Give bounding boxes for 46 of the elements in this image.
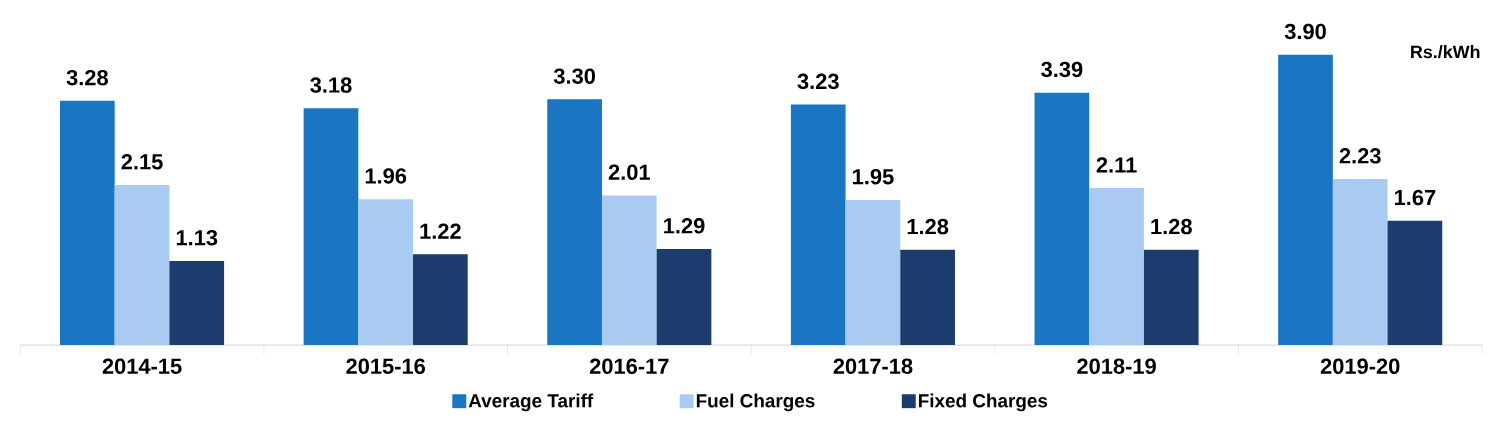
bar <box>900 249 955 346</box>
bar <box>1089 188 1144 346</box>
bar <box>169 261 225 346</box>
bar <box>413 254 468 346</box>
x-tick-label: 2017-18 <box>833 358 913 375</box>
bar <box>1387 220 1443 346</box>
data-label: 1.96 <box>365 168 407 184</box>
bar <box>547 99 602 346</box>
data-label: 2.11 <box>1096 157 1137 173</box>
bar <box>845 200 901 346</box>
bar <box>601 195 657 346</box>
x-tick-label: 2019-20 <box>1320 358 1400 375</box>
data-label: 3.23 <box>797 73 839 90</box>
bar <box>1034 92 1090 346</box>
x-tick-label: 2014-15 <box>102 358 182 375</box>
x-tick-label: 2015-16 <box>346 358 426 375</box>
bar <box>656 249 712 346</box>
data-label: 2.23 <box>1339 148 1381 164</box>
legend-label: Average Tariff <box>468 393 594 412</box>
data-label: 3.39 <box>1041 61 1083 78</box>
y-axis-title: Rs./kWh <box>1411 45 1480 59</box>
legend-label: Fixed Charges <box>918 393 1048 412</box>
data-label: 1.22 <box>420 223 461 240</box>
data-label: 1.95 <box>853 169 894 185</box>
bar <box>1143 249 1199 346</box>
data-label: 1.67 <box>1394 190 1436 206</box>
bar <box>1332 179 1388 346</box>
x-tick-label: 2018-19 <box>1077 358 1156 375</box>
bar <box>358 199 414 346</box>
bar <box>60 101 115 346</box>
data-label: 1.28 <box>907 219 949 235</box>
data-label: 3.90 <box>1284 23 1326 40</box>
data-label: 2.01 <box>608 164 650 181</box>
legend-label: Fuel Charges <box>696 393 815 412</box>
data-label: 1.29 <box>664 218 705 234</box>
x-tick-label: 2016-17 <box>589 358 669 375</box>
bar <box>114 185 170 346</box>
bar <box>303 108 359 346</box>
data-label: 2.15 <box>121 154 163 170</box>
bar <box>1278 54 1333 346</box>
data-label: 1.13 <box>176 230 218 246</box>
data-label: 3.28 <box>66 70 108 86</box>
data-label: 3.30 <box>553 68 596 85</box>
data-label: 1.28 <box>1151 219 1192 235</box>
data-label: 3.18 <box>310 77 352 94</box>
bar <box>790 104 846 346</box>
